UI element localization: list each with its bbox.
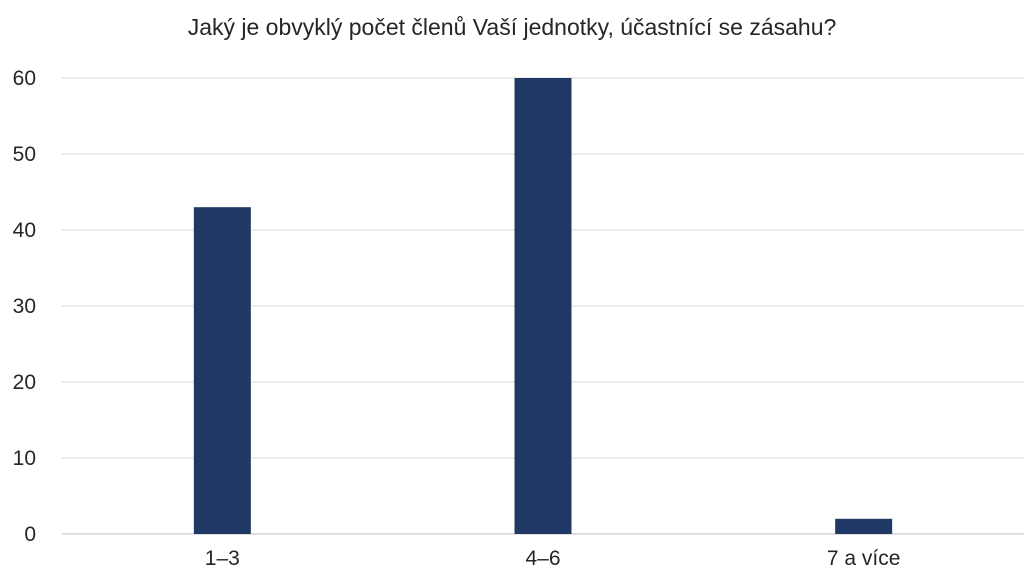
chart-title: Jaký je obvyklý počet členů Vaší jednotk… (187, 14, 837, 40)
y-tick-label: 30 (13, 295, 36, 318)
bar (514, 78, 572, 534)
bar (193, 207, 251, 534)
y-axis-tick-labels: 0 10 20 30 40 50 60 (13, 67, 36, 546)
x-tick-label: 4–6 (525, 547, 560, 570)
y-tick-label: 60 (13, 67, 36, 90)
y-tick-label: 20 (13, 371, 36, 394)
x-tick-label: 1–3 (205, 547, 240, 570)
x-tick-label: 7 a více (827, 547, 901, 570)
y-tick-label: 40 (13, 219, 36, 242)
y-tick-label: 10 (13, 447, 36, 470)
bars (193, 78, 893, 534)
y-tick-label: 0 (24, 523, 36, 546)
bar (835, 518, 893, 534)
x-axis-tick-labels: 1–3 4–6 7 a více (205, 547, 901, 570)
y-tick-label: 50 (13, 143, 36, 166)
